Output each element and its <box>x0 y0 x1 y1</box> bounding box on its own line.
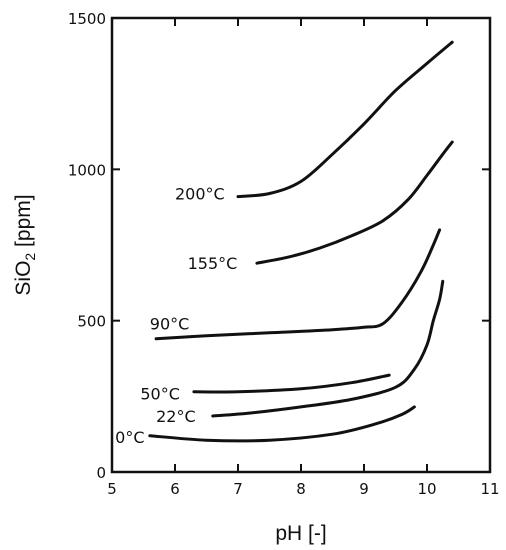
curve-label-4: 22°C <box>156 407 196 426</box>
curve-0 <box>236 40 454 199</box>
x-tick-label: 8 <box>296 480 306 498</box>
y-axis-label-subscript: 2 <box>22 253 38 261</box>
curve-2 <box>154 228 442 341</box>
curve-3 <box>192 373 391 394</box>
x-tick-label: 6 <box>170 480 180 498</box>
y-axis-label-unit: [ppm] <box>12 194 35 252</box>
curve-label-1: 155°C <box>188 254 238 273</box>
x-tick-label: 9 <box>359 480 369 498</box>
x-tick-label: 5 <box>107 480 117 498</box>
curve-label-2: 90°C <box>150 315 190 334</box>
curve-5 <box>148 405 416 443</box>
curve-1 <box>255 140 454 265</box>
curves <box>148 40 454 443</box>
x-tick-label: 11 <box>480 480 499 498</box>
x-tick-label: 7 <box>233 480 243 498</box>
y-tick-label: 1000 <box>68 161 106 179</box>
curve-label-0: 200°C <box>175 185 225 204</box>
curve-4 <box>211 279 445 418</box>
axis-ticks <box>111 17 491 473</box>
y-tick-label: 1500 <box>68 10 106 28</box>
curve-label-5: 0°C <box>115 428 144 447</box>
curve-label-3: 50°C <box>140 384 180 403</box>
tick-labels: 5 6 7 8 9 10 11 0 500 1000 1500 <box>68 10 500 498</box>
x-tick-label: 10 <box>417 480 436 498</box>
y-axis-label-main: SiO <box>12 261 35 296</box>
x-axis-label: pH [-] <box>275 522 326 545</box>
y-tick-label: 500 <box>77 313 106 331</box>
curve-labels: 200°C 155°C 90°C 50°C 22°C 0°C <box>115 185 237 448</box>
y-tick-label: 0 <box>96 464 106 482</box>
y-axis-label: SiO2 [ppm] <box>12 194 38 295</box>
